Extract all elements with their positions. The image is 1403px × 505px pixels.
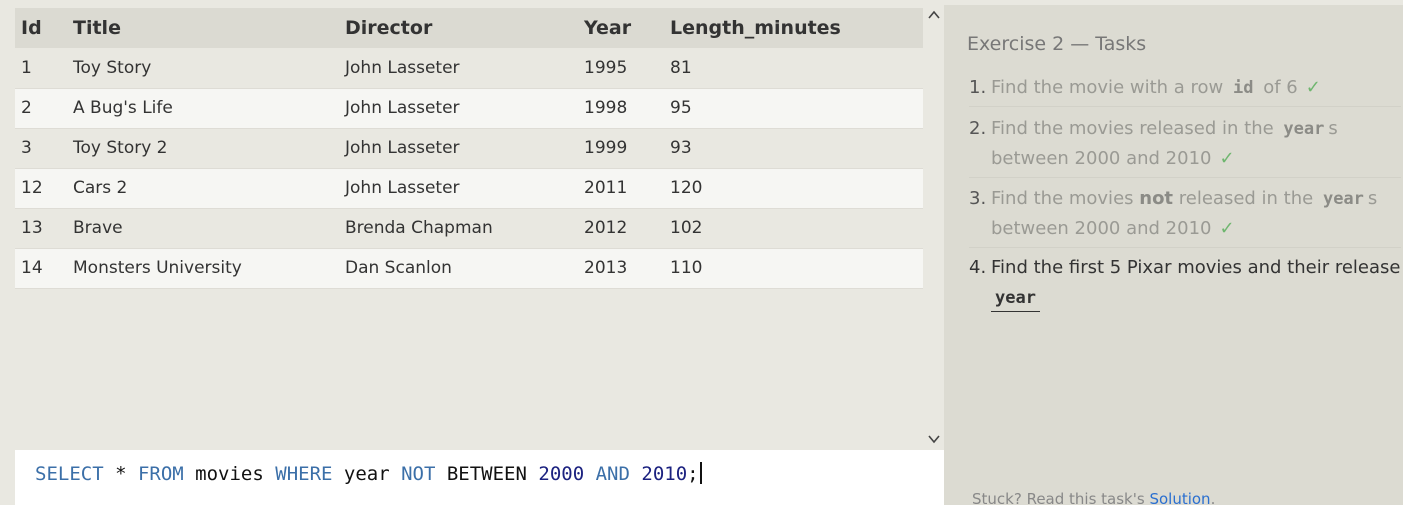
check-icon: ✓ — [1305, 77, 1321, 98]
cell-year: 1998 — [578, 88, 664, 129]
cell-title: A Bug's Life — [67, 88, 339, 129]
column-header-year: Year — [584, 17, 632, 39]
tasks-panel: Exercise 2 — Tasks 1. Find the movie wit… — [944, 5, 1403, 505]
table-row: 12 Cars 2 John Lasseter 2011 120 — [15, 168, 923, 209]
task-item-current: 4. Find the first 5 Pixar movies and the… — [969, 253, 1401, 317]
query-token: FROM — [137, 463, 184, 485]
column-header-length: Length_minutes — [670, 17, 841, 39]
cell-director: Brenda Chapman — [339, 208, 578, 249]
task-code: year — [991, 288, 1040, 312]
query-token: ; — [687, 463, 699, 485]
task-text: s between 2000 and 2010 — [991, 188, 1378, 239]
query-token — [630, 463, 641, 485]
cell-year: 2011 — [578, 168, 664, 209]
panel-title: Exercise 2 — Tasks — [967, 33, 1147, 55]
task-item: 3. Find the movies not released in the y… — [969, 184, 1401, 248]
cell-id: 12 — [15, 168, 67, 209]
query-token: AND — [595, 463, 630, 485]
task-code: year — [1283, 119, 1325, 139]
table-row: 1 Toy Story John Lasseter 1995 81 — [15, 48, 923, 89]
hint-prefix: Stuck? Read this task's — [972, 490, 1150, 505]
cell-id: 13 — [15, 208, 67, 249]
chevron-down-icon[interactable] — [927, 434, 941, 446]
cell-year: 1999 — [578, 128, 664, 169]
query-token: SELECT — [35, 463, 104, 485]
check-icon: ✓ — [1219, 218, 1235, 239]
query-token: movies — [183, 463, 276, 485]
cell-title: Toy Story — [67, 48, 339, 89]
cell-length: 102 — [664, 208, 923, 249]
task-emphasis: not — [1139, 188, 1174, 209]
task-code: year — [1322, 189, 1364, 209]
table-header-row: Id Title Director Year Length_minutes — [15, 8, 923, 48]
query-token: 2000 — [538, 463, 585, 485]
task-text: Find the movie with a row — [991, 77, 1229, 98]
cell-length: 120 — [664, 168, 923, 209]
cell-director: John Lasseter — [339, 48, 578, 89]
hint-suffix: . — [1210, 490, 1216, 505]
query-token: WHERE — [275, 463, 333, 485]
table-row: 13 Brave Brenda Chapman 2012 102 — [15, 208, 923, 249]
task-item: 1. Find the movie with a row id of 6 ✓ — [969, 73, 1401, 107]
task-number: 3. — [969, 188, 987, 209]
query-token: NOT — [401, 463, 436, 485]
task-text: Find the movies released in the — [991, 118, 1280, 139]
results-table-panel: Id Title Director Year Length_minutes 1 … — [15, 8, 923, 448]
hint-text: Stuck? Read this task's Solution. — [972, 490, 1215, 505]
task-number: 2. — [969, 118, 987, 139]
cell-title: Brave — [67, 208, 339, 249]
cell-director: John Lasseter — [339, 168, 578, 209]
solution-link[interactable]: Solution — [1149, 490, 1211, 505]
task-number: 1. — [969, 77, 987, 98]
cell-title: Monsters University — [67, 248, 339, 289]
task-code: id — [1232, 78, 1254, 98]
column-header-director: Director — [345, 17, 433, 39]
cell-director: John Lasseter — [339, 128, 578, 169]
task-text: Find the first 5 Pixar movies and their … — [991, 257, 1401, 278]
cell-length: 110 — [664, 248, 923, 289]
text-cursor — [699, 462, 702, 484]
cell-year: 2012 — [578, 208, 664, 249]
task-number: 4. — [969, 257, 987, 278]
results-table: Id Title Director Year Length_minutes 1 … — [15, 8, 923, 289]
cell-id: 2 — [15, 88, 67, 129]
table-row: 3 Toy Story 2 John Lasseter 1999 93 — [15, 128, 923, 169]
query-editor[interactable]: SELECT * FROM movies WHERE year NOT BETW… — [15, 450, 944, 505]
cell-id: 14 — [15, 248, 67, 289]
query-token: year — [332, 463, 402, 485]
query-token: 2010 — [641, 463, 688, 485]
column-header-id: Id — [21, 17, 42, 39]
cell-title: Cars 2 — [67, 168, 339, 209]
cell-director: John Lasseter — [339, 88, 578, 129]
task-text: Find the movies — [991, 188, 1140, 209]
results-scrollbar[interactable] — [923, 8, 944, 448]
cell-id: 1 — [15, 48, 67, 89]
cell-director: Dan Scanlon — [339, 248, 578, 289]
cell-title: Toy Story 2 — [67, 128, 339, 169]
cell-year: 1995 — [578, 48, 664, 89]
query-token — [584, 463, 595, 485]
cell-year: 2013 — [578, 248, 664, 289]
chevron-up-icon[interactable] — [927, 10, 941, 22]
table-row: 2 A Bug's Life John Lasseter 1998 95 — [15, 88, 923, 129]
cell-length: 93 — [664, 128, 923, 169]
table-row: 14 Monsters University Dan Scanlon 2013 … — [15, 248, 923, 289]
cell-length: 81 — [664, 48, 923, 89]
task-item: 2. Find the movies released in the year s… — [969, 114, 1401, 178]
query-token: BETWEEN — [435, 463, 539, 485]
task-text: of 6 — [1257, 77, 1298, 98]
check-icon: ✓ — [1219, 148, 1235, 169]
cell-length: 95 — [664, 88, 923, 129]
cell-id: 3 — [15, 128, 67, 169]
column-header-title: Title — [73, 17, 121, 39]
task-text: s between 2000 and 2010 — [991, 118, 1338, 169]
task-text: released in the — [1173, 188, 1319, 209]
query-token: * — [103, 463, 138, 485]
